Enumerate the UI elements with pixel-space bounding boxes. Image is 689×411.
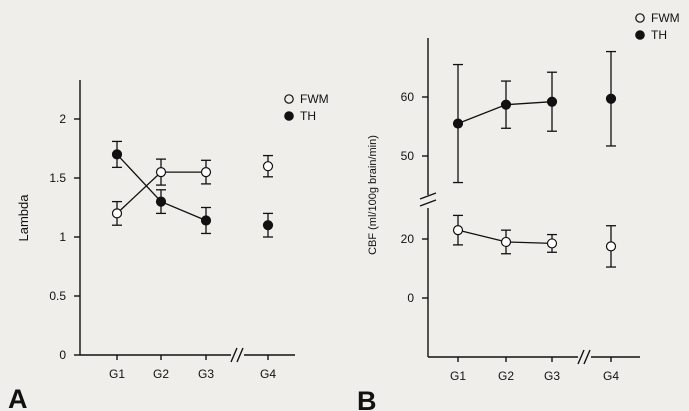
b-x-tick-label-2: G3 [544, 369, 560, 383]
b-fwm-point-1 [500, 236, 512, 248]
panel-a-data-marks [111, 140, 274, 238]
panel-b-y-break-mark-2 [419, 199, 437, 207]
b-fwm-point-0 [452, 225, 464, 236]
panel-a-legend: FWM TH [284, 92, 329, 123]
panel-a-y-axis-label: Lambda [16, 194, 31, 242]
b-legend-th-label: TH [651, 28, 667, 42]
b-y-tick-label-1: 20 [401, 232, 415, 246]
panel-a-x-break-mark-1 [230, 347, 238, 363]
a-x-tick-label-0: G1 [109, 367, 125, 381]
b-y-tick-label-0: 0 [407, 291, 414, 305]
a-legend-fwm-label: FWM [300, 92, 329, 106]
panel-b: 0 20 50 60 G1 G2 G3 G4 CBF (ml/100g brain/min)… [357, 11, 680, 411]
b-x-tick-label-3: G4 [603, 369, 619, 383]
a-legend-th-label: TH [300, 109, 316, 123]
a-legend-th-marker [284, 111, 294, 121]
panel-a-x-ticks: G1 G2 G3 G4 [109, 355, 276, 381]
a-y-tick-label-4: 2 [59, 112, 66, 126]
b-legend-fwm-marker [635, 13, 645, 23]
b-fwm-point-3 [605, 241, 617, 252]
a-x-tick-label-1: G2 [153, 367, 169, 381]
panel-a-label: A [8, 384, 28, 411]
b-fwm-point-2 [546, 238, 558, 249]
b-x-tick-label-1: G2 [498, 369, 514, 383]
panel-b-y-break-mark-1 [419, 192, 437, 200]
a-y-tick-label-3: 1.5 [49, 171, 66, 185]
b-th-point-2 [546, 96, 558, 107]
a-th-point-1 [155, 196, 167, 207]
a-fwm-point-1 [155, 167, 167, 178]
panel-b-x-break-mark-2 [583, 349, 591, 365]
panel-b-data-marks [452, 50, 617, 268]
panel-b-y-ticks: 0 20 50 60 [401, 90, 428, 305]
b-y-tick-label-2: 50 [401, 149, 415, 163]
panel-b-x-break-mark-1 [577, 349, 585, 365]
a-fwm-point-0 [111, 208, 123, 219]
panel-a-x-break-mark-2 [236, 347, 244, 363]
b-x-tick-label-0: G1 [450, 369, 466, 383]
a-fwm-point-3 [262, 161, 274, 172]
a-x-tick-label-3: G4 [260, 367, 276, 381]
a-th-point-2 [200, 215, 212, 226]
b-th-point-3 [605, 93, 617, 104]
b-y-tick-label-3: 60 [401, 90, 415, 104]
panel-b-x-ticks: G1 G2 G3 G4 [450, 357, 619, 383]
b-th-point-0 [452, 118, 464, 129]
a-th-point-3 [262, 220, 274, 231]
b-legend-th-marker [635, 30, 645, 40]
a-fwm-point-2 [200, 167, 212, 178]
panel-a-y-ticks: 0 0.5 1 1.5 2 [49, 112, 80, 362]
a-legend-fwm-marker [284, 94, 294, 104]
b-legend-fwm-label: FWM [651, 11, 680, 25]
a-y-tick-label-2: 1 [59, 230, 66, 244]
panel-b-label: B [357, 386, 377, 411]
b-th-point-1 [500, 99, 512, 110]
panel-b-y-axis-label: CBF (ml/100g brain/min) [367, 135, 379, 255]
panel-a: 0 0.5 1 1.5 2 G1 G2 G3 G4 Lambda FWM TH A [8, 80, 329, 411]
a-y-tick-label-1: 0.5 [49, 289, 66, 303]
panel-b-legend: FWM TH [635, 11, 680, 42]
a-th-point-0 [111, 149, 123, 160]
a-x-tick-label-2: G3 [198, 367, 214, 381]
a-y-tick-label-0: 0 [59, 348, 66, 362]
